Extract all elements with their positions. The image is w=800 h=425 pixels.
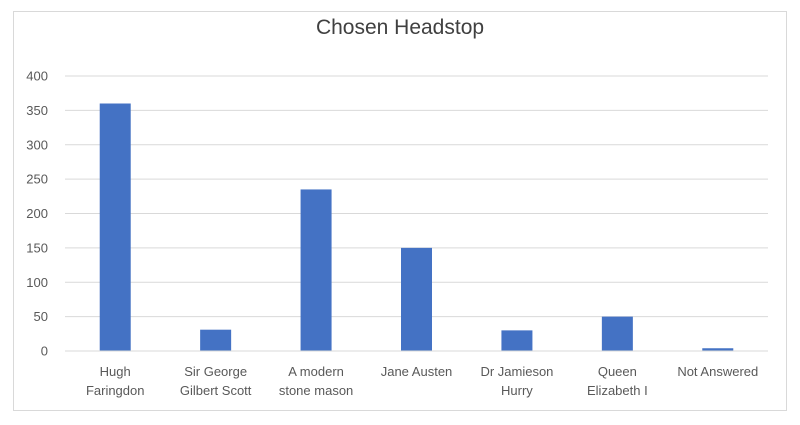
bar	[702, 348, 734, 351]
y-tick-label: 300	[26, 137, 48, 152]
bar	[401, 247, 432, 351]
y-tick-label: 50	[34, 309, 48, 324]
x-tick-label: Sir George Gilbert Scott	[180, 364, 252, 398]
y-tick-label: 150	[26, 240, 48, 255]
x-tick-label: A modern stone mason	[279, 364, 353, 398]
chart-frame	[13, 11, 787, 411]
y-tick-label: 0	[41, 344, 48, 359]
x-tick-label-line: Hurry	[501, 383, 533, 398]
x-tick-label: Not Answered	[677, 364, 758, 379]
bar	[200, 329, 232, 351]
y-tick-label: 100	[26, 275, 48, 290]
x-tick-label-line: Jane Austen	[381, 364, 453, 379]
y-tick-label: 250	[26, 172, 48, 187]
x-tick-label-line: Elizabeth I	[587, 383, 648, 398]
x-tick-label: Jane Austen	[381, 364, 453, 379]
y-tick-label: 200	[26, 206, 48, 221]
x-tick-label-line: stone mason	[279, 383, 353, 398]
x-tick-label-line: Hugh	[100, 364, 131, 379]
x-tick-label: Queen Elizabeth I	[587, 364, 648, 398]
bars	[99, 103, 734, 351]
x-tick-label-line: Dr Jamieson	[480, 364, 553, 379]
y-tick-label: 400	[26, 69, 48, 84]
chart-title: Chosen Headstop	[315, 16, 485, 39]
x-axis-labels: Hugh Faringdon Sir George Gilbert Scott A mo…	[86, 364, 758, 398]
bar	[300, 189, 332, 351]
bar	[601, 316, 633, 351]
x-tick-label-line: Sir George	[184, 364, 247, 379]
bar	[99, 103, 131, 351]
x-tick-label-line: Faringdon	[86, 383, 145, 398]
x-tick-label-line: Gilbert Scott	[180, 383, 252, 398]
y-tick-label: 350	[26, 103, 48, 118]
x-tick-label: Dr Jamieson Hurry	[480, 364, 553, 398]
bar	[501, 330, 533, 351]
x-tick-label-line: A modern	[288, 364, 344, 379]
y-axis-ticks: 0 50 100 150 200 250 300 350 400	[26, 69, 48, 359]
x-tick-label-line: Queen	[598, 364, 637, 379]
x-tick-label-line: Not Answered	[677, 364, 758, 379]
x-tick-label: Hugh Faringdon	[86, 364, 145, 398]
